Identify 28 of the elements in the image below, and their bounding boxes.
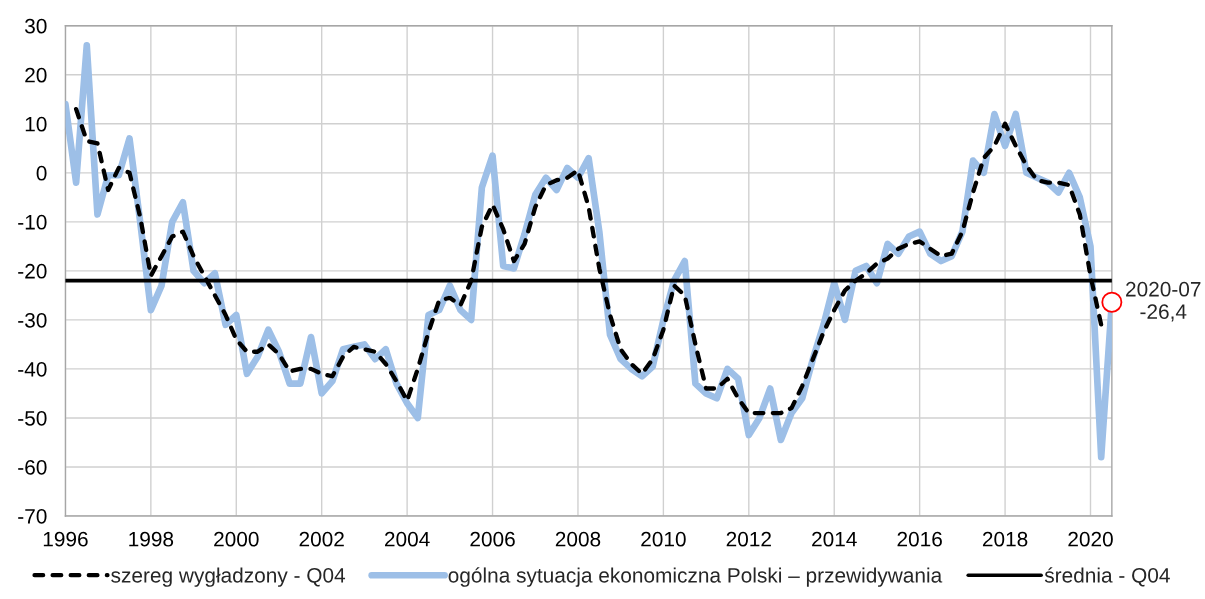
y-tick-label: -40 xyxy=(18,361,47,377)
annotation: 2020-07 -26,4 xyxy=(1126,281,1201,322)
y-tick-label: -50 xyxy=(18,410,47,426)
x-tick-label: 2006 xyxy=(470,531,515,547)
y-tick-label: 20 xyxy=(25,67,47,83)
y-tick-label: -60 xyxy=(18,459,47,475)
y-tick-label: 30 xyxy=(25,18,47,34)
legend-label: ogólna sytuacja ekonomiczna Polski – przewidywania xyxy=(448,567,943,587)
y-tick-label: -20 xyxy=(18,263,47,279)
x-tick-label: 2008 xyxy=(555,531,601,547)
x-tick-label: 1996 xyxy=(43,531,88,547)
x-tick-label: 2002 xyxy=(299,531,344,547)
x-tick-label: 2004 xyxy=(385,531,430,547)
legend-label: średnia - Q04 xyxy=(1044,567,1170,587)
x-tick-label: 2012 xyxy=(726,531,771,547)
y-tick-label: -30 xyxy=(18,312,47,328)
y-tick-label: 10 xyxy=(25,116,47,132)
x-tick-label: 2016 xyxy=(897,531,942,547)
legend-label: szereg wygładzony - Q04 xyxy=(111,567,346,587)
y-tick-label: -70 xyxy=(18,508,47,524)
x-tick-label: 1998 xyxy=(129,531,174,547)
x-tick-label: 2014 xyxy=(812,531,857,547)
x-tick-label: 2020 xyxy=(1068,531,1113,547)
x-tick-label: 2000 xyxy=(214,531,259,547)
y-tick-label: 0 xyxy=(36,165,47,181)
y-tick-label: -10 xyxy=(18,214,47,230)
x-tick-label: 2018 xyxy=(982,531,1028,547)
x-tick-label: 2010 xyxy=(641,531,686,547)
